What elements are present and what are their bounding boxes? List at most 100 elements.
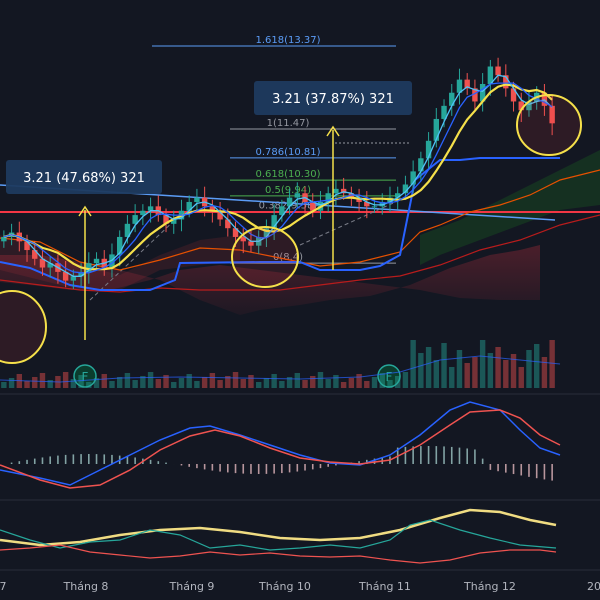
macd-histogram-bar (72, 454, 75, 464)
volume-bar (86, 382, 92, 388)
volume-bar (371, 377, 378, 388)
volume-bar (279, 381, 285, 388)
macd-histogram-bar (551, 464, 553, 481)
candle (294, 182, 301, 208)
candle (379, 193, 385, 215)
volume-bar (410, 340, 416, 388)
macd-histogram-bar (49, 456, 51, 464)
event-marker[interactable]: F (377, 364, 401, 388)
highlight-circle (516, 94, 582, 156)
macd-histogram-bar (505, 464, 507, 473)
macd-histogram-bar (95, 454, 98, 464)
macd-histogram-bar (111, 454, 113, 464)
volume-bar (93, 378, 100, 388)
volume-bar (24, 381, 30, 388)
measure-label-box[interactable]: 3.21 (37.87%) 321 (254, 81, 412, 115)
macd-histogram-bar (18, 461, 21, 464)
volume-bar (248, 375, 254, 388)
cloud-upper-green (420, 150, 600, 265)
candle (325, 186, 331, 213)
macd-histogram-bar (250, 464, 252, 474)
macd-histogram-bar (10, 462, 13, 464)
volume-bar (101, 374, 107, 388)
volume-bar (116, 377, 123, 388)
highlight-circle (0, 290, 47, 364)
volume-bar (464, 363, 470, 388)
volume-bar (178, 378, 185, 388)
fib-level-label: 1(11.47) (267, 118, 310, 129)
candle (70, 269, 77, 289)
macd-histogram-bar (165, 462, 167, 464)
macd-histogram-bar (543, 464, 546, 480)
macd-histogram-bar (489, 464, 492, 470)
ma-cyan-line (3, 74, 553, 277)
adx-yellow-line (0, 508, 557, 547)
macd-histogram-bar (373, 458, 376, 464)
x-tick-label: 20 (587, 580, 600, 593)
candle (418, 151, 424, 182)
volume-bar (418, 353, 424, 388)
volume-bar (225, 376, 231, 388)
measure-label-box[interactable]: 3.21 (47.68%) 321 (6, 160, 162, 194)
candle (116, 230, 123, 267)
fib-level-label: 0.5(9.94) (265, 185, 311, 196)
volume-bar (124, 373, 131, 388)
macd-histogram-bar (273, 464, 275, 474)
blue-base-line (0, 157, 560, 291)
macd-histogram-bar (358, 461, 360, 464)
volume-bar (518, 367, 524, 388)
macd-histogram-bar (26, 459, 28, 464)
volume-bar (163, 375, 169, 388)
candle (132, 204, 138, 233)
fib-level-label: 0.618(10.30) (255, 169, 320, 180)
candle (240, 228, 246, 254)
macd-histogram-bar (512, 464, 515, 475)
volume-bar (394, 376, 401, 388)
candle (356, 188, 362, 213)
volume-bar (433, 360, 440, 388)
candle (279, 199, 285, 222)
x-tick-label: Tháng 8 (63, 580, 109, 593)
event-marker-label: F (386, 370, 393, 384)
x-tick-label: Tháng 11 (358, 580, 411, 593)
volume-bar (379, 373, 385, 388)
candle (410, 160, 416, 193)
candle (503, 64, 509, 97)
volume-bar (356, 374, 362, 388)
volume-bar (132, 380, 138, 388)
macd-histogram-bar (103, 454, 106, 464)
volume-bar (340, 382, 347, 388)
macd-histogram-bar (196, 464, 198, 469)
macd-histogram-bar (64, 454, 67, 464)
macd-histogram-bar (296, 464, 299, 472)
macd-histogram-bar (180, 464, 183, 466)
candle (371, 199, 378, 213)
candle (495, 57, 501, 82)
volume-bar (541, 357, 548, 388)
volume-bar (456, 350, 463, 388)
measure-arrow (326, 125, 340, 270)
macd-histogram-bar (33, 458, 36, 464)
volume-bar (472, 357, 478, 388)
candle (155, 195, 162, 222)
volume-ma-line (0, 355, 561, 383)
candle (464, 73, 470, 95)
x-tick-label: Tháng 9 (169, 580, 215, 593)
candle (518, 92, 524, 123)
macd-histogram-bar (366, 459, 368, 464)
volume-bar (294, 373, 301, 388)
volume-bar (549, 340, 555, 388)
volume-bar (186, 374, 192, 388)
macd-histogram-bar (41, 457, 44, 464)
macd-histogram-bar (427, 446, 430, 464)
candle (487, 59, 494, 96)
event-marker[interactable]: F (73, 364, 97, 388)
macd-histogram-bar (288, 464, 291, 473)
di-plus-line (0, 519, 557, 551)
macd-histogram-bar (304, 464, 306, 471)
di-minus-line (0, 544, 557, 564)
macd-histogram-bar (404, 446, 407, 464)
volume-bar (533, 344, 540, 388)
volume-bar (140, 376, 146, 388)
